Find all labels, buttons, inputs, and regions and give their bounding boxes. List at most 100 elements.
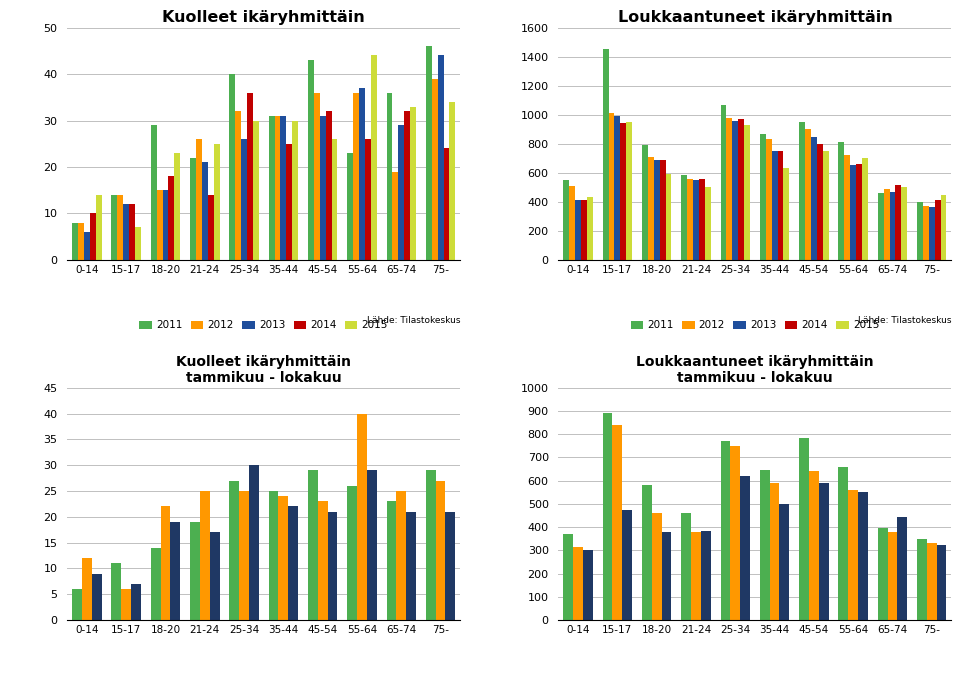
Bar [856,164,862,260]
Bar [444,148,450,260]
Title: Loukkaantuneet ikäryhmittäin: Loukkaantuneet ikäryhmittäin [618,10,893,25]
Text: Lähde: Tilastokeskus: Lähde: Tilastokeskus [858,316,951,325]
Bar [849,490,858,620]
Bar [727,118,732,260]
Bar [72,223,78,260]
Bar [347,486,357,620]
Bar [249,465,259,620]
Bar [888,532,898,620]
Bar [701,531,711,620]
Bar [446,512,456,620]
Bar [209,533,219,620]
Bar [308,60,314,260]
Bar [160,506,170,620]
Bar [426,471,435,620]
Bar [653,161,659,260]
Bar [652,513,661,620]
Bar [612,425,623,620]
Bar [269,491,279,620]
Bar [286,144,292,260]
Bar [359,88,365,260]
Bar [281,116,286,260]
Bar [898,517,907,620]
Bar [196,139,202,260]
Bar [693,180,699,260]
Bar [253,121,259,260]
Bar [642,145,648,260]
Bar [398,125,405,260]
Bar [704,187,711,260]
Bar [687,179,693,260]
Bar [247,92,253,260]
Bar [202,163,208,260]
Bar [367,471,377,620]
Text: Lähde: Tilastokeskus: Lähde: Tilastokeskus [367,316,460,325]
Bar [320,116,326,260]
Bar [691,532,701,620]
Bar [318,502,328,620]
Bar [279,496,288,620]
Bar [877,528,888,620]
Bar [328,512,337,620]
Bar [608,113,614,260]
Title: Kuolleet ikäryhmittäin
tammikuu - lokakuu: Kuolleet ikäryhmittäin tammikuu - lokaku… [176,355,351,385]
Bar [213,144,219,260]
Bar [642,485,652,620]
Bar [168,176,174,260]
Bar [800,122,805,260]
Bar [157,190,162,260]
Bar [581,200,587,260]
Bar [308,471,318,620]
Bar [573,547,583,620]
Bar [740,476,750,620]
Bar [365,139,371,260]
Bar [819,483,828,620]
Bar [174,153,181,260]
Bar [721,441,730,620]
Bar [353,92,359,260]
Bar [923,206,928,260]
Bar [917,539,926,620]
Bar [732,121,738,260]
Bar [392,172,398,260]
Bar [371,55,377,260]
Bar [563,180,569,260]
Bar [121,589,131,620]
Bar [730,446,740,620]
Bar [230,74,235,260]
Bar [901,187,907,260]
Bar [117,195,123,260]
Bar [332,139,337,260]
Bar [681,175,687,260]
Bar [200,491,209,620]
Bar [96,195,102,260]
Bar [917,202,923,260]
Bar [84,232,90,260]
Bar [845,155,850,260]
Bar [386,92,392,260]
Bar [426,46,431,260]
Bar [151,125,157,260]
Bar [235,111,241,260]
Bar [241,139,247,260]
Bar [563,534,573,620]
Bar [928,207,935,260]
Bar [386,502,396,620]
Bar [208,195,213,260]
Bar [777,151,783,260]
Bar [405,111,410,260]
Bar [347,153,353,260]
Bar [269,116,275,260]
Bar [111,195,117,260]
Bar [131,584,141,620]
Bar [123,204,129,260]
Bar [817,144,823,260]
Bar [92,574,102,620]
Bar [450,102,456,260]
Bar [603,413,612,620]
Bar [823,151,828,260]
Bar [603,49,608,260]
Bar [779,504,789,620]
Bar [877,193,883,260]
Bar [883,189,890,260]
